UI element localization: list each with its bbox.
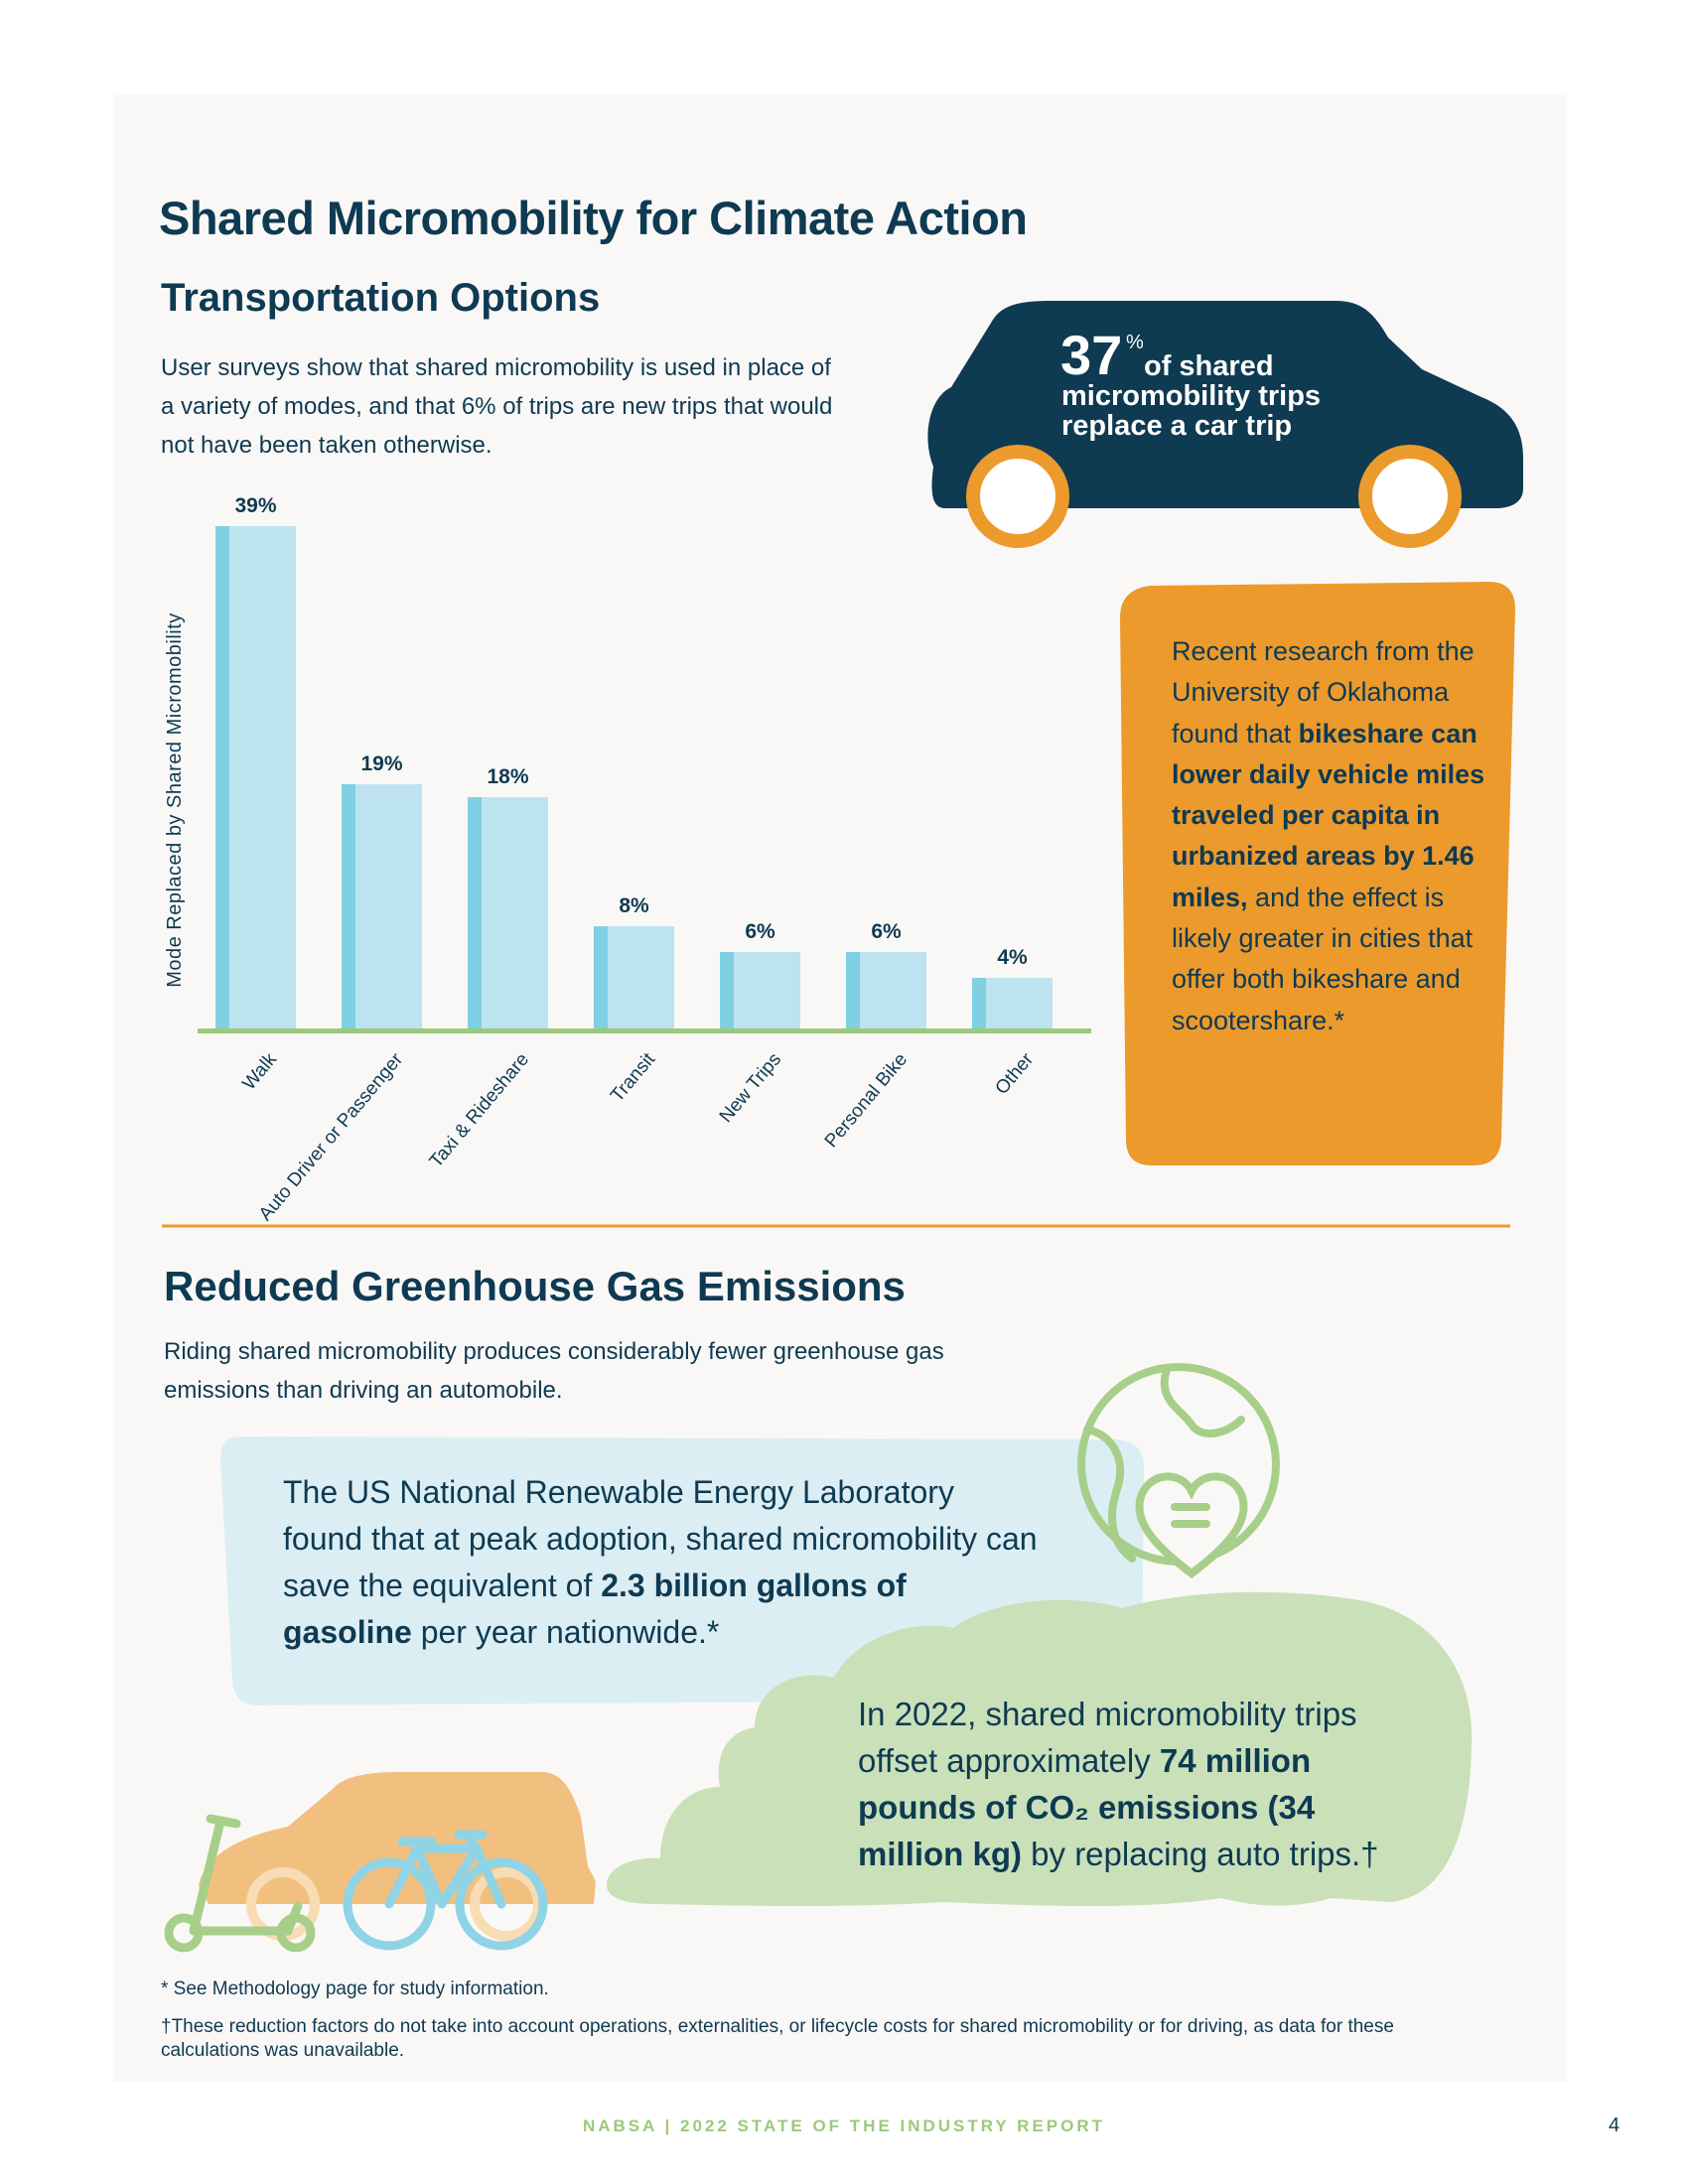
footnote: †These reduction factors do not take int… (161, 2016, 1394, 2061)
car-wheel (966, 445, 1069, 548)
research-box (1120, 582, 1515, 1165)
x-tick-label: Taxi & Rideshare (426, 1049, 533, 1172)
x-tick-label: Other (991, 1048, 1038, 1098)
stat-unit: % (1126, 332, 1144, 353)
text: In 2022, shared micromobility trips offs… (858, 1696, 1357, 1779)
bold-text: 74 million pounds of CO₂ emissions (34 m… (858, 1742, 1316, 1872)
footnote: * See Methodology page for study informa… (161, 1979, 549, 1999)
text: by replacing auto trips.† (1022, 1836, 1379, 1872)
value-label: 6% (745, 920, 775, 943)
text: Recent research from the University of O… (1172, 636, 1475, 749)
car-illustration-wheel (470, 1867, 543, 1941)
x-tick-label: Auto Driver or Passenger (255, 1048, 408, 1224)
page-number: 4 (1609, 2115, 1620, 2136)
bar-accent (215, 526, 229, 1029)
stat-text: of shared micromobility trips replace a … (1061, 350, 1322, 442)
section-intro: Riding shared micromobility produces con… (164, 1338, 944, 1404)
value-label: 4% (997, 946, 1028, 969)
bar-accent (594, 926, 608, 1029)
scooter-icon (164, 1814, 316, 1953)
value-label: 18% (487, 765, 528, 788)
car-shape (927, 301, 1523, 508)
bike-icon (343, 1830, 548, 1951)
text: and the effect is likely greater in citi… (1172, 882, 1474, 1035)
stat-number: 37 (1060, 324, 1123, 386)
research-text: Recent research from the University of O… (1172, 631, 1499, 1041)
bar-accent (720, 952, 734, 1029)
x-tick-label: Personal Bike (821, 1049, 912, 1152)
car-wheel (1358, 445, 1462, 548)
co2-cloud (606, 1591, 1473, 1906)
bar-chart: 39% Walk 19% Auto Driver or Passenger 18% Tax… (164, 494, 1091, 1225)
bar-accent (846, 952, 860, 1029)
value-label: 8% (619, 894, 649, 917)
value-label: 6% (871, 920, 902, 943)
section-heading: Transportation Options (161, 276, 601, 320)
footer: NABSA | 2022 STATE OF THE INDUSTRY REPOR… (582, 2116, 1106, 2135)
section-heading: Reduced Greenhouse Gas Emissions (164, 1263, 906, 1309)
x-tick-label: Walk (238, 1049, 281, 1095)
bold-text: bikeshare can lower daily vehicle miles … (1172, 718, 1485, 912)
bar-accent (468, 797, 482, 1029)
bar-accent (972, 978, 986, 1029)
text: per year nationwide.* (411, 1614, 720, 1650)
nrel-text: The US National Renewable Energy Laborat… (283, 1469, 1038, 1656)
section-intro: User surveys show that shared micromobil… (161, 354, 833, 459)
bold-text: 2.3 billion gallons of gasoline (283, 1568, 907, 1650)
value-label: 19% (360, 752, 402, 775)
text: The US National Renewable Energy Laborat… (283, 1474, 1038, 1603)
x-tick-label: New Trips (716, 1049, 785, 1127)
x-tick-label: Transit (607, 1048, 659, 1106)
page-title: Shared Micromobility for Climate Action (159, 192, 1028, 244)
value-label: 39% (234, 494, 276, 517)
globe-icon (1077, 1363, 1280, 1579)
bar-accent (342, 784, 355, 1029)
y-axis-label: Mode Replaced by Shared Micromobility (164, 613, 186, 988)
co2-text: In 2022, shared micromobility trips offs… (858, 1691, 1414, 1877)
